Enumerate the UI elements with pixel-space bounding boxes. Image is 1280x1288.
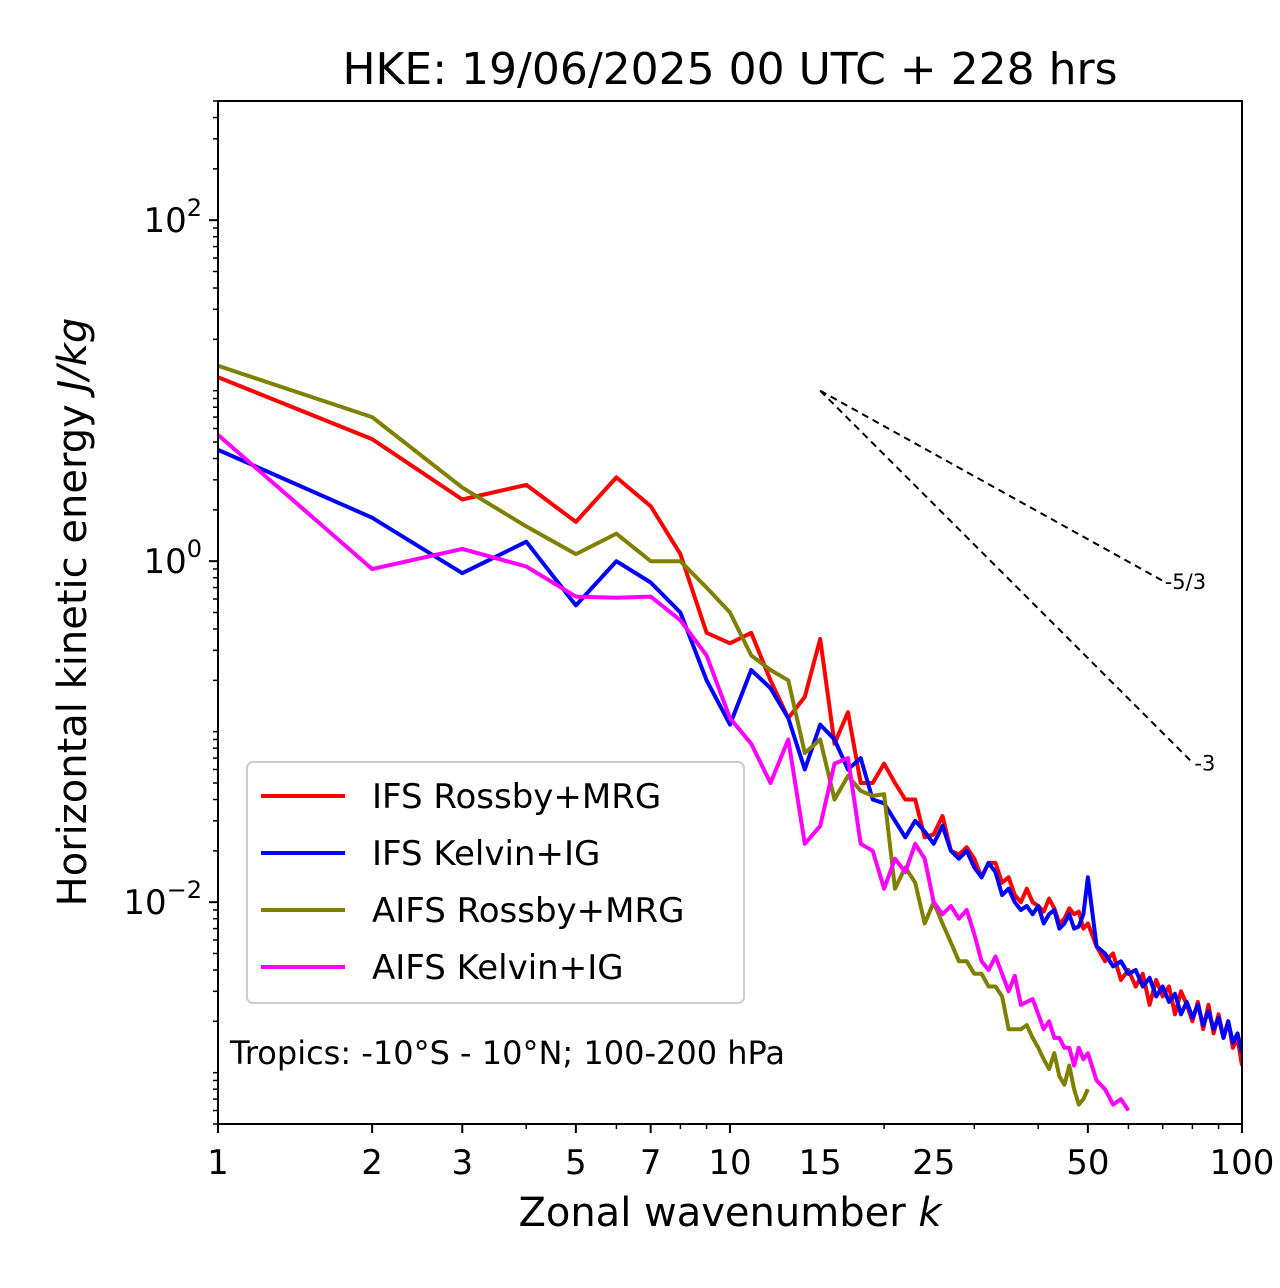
chart-title: HKE: 19/06/2025 00 UTC + 228 hrs <box>342 44 1117 95</box>
series-line-aifs-kelvin-ig <box>218 433 1131 1112</box>
x-axis-label-text: Zonal wavenumber <box>518 1190 906 1236</box>
series-line-aifs-rossby-mrg <box>218 363 1090 1107</box>
x-axis: 1 2 3 5 7 10 15 25 50 100 <box>207 1124 1274 1183</box>
slope-label: -3 <box>1194 752 1215 776</box>
legend-label: IFS Rossby+MRG <box>372 777 661 817</box>
y-axis-label-text: Horizontal kinetic energy <box>50 404 96 906</box>
x-tick-label: 50 <box>1066 1143 1109 1183</box>
slope-label: -5/3 <box>1165 570 1206 594</box>
slope-line <box>819 389 1194 764</box>
x-tick-label: 1 <box>207 1143 229 1183</box>
y-tick-label: 102 <box>143 194 202 241</box>
legend-label: AIFS Kelvin+IG <box>372 948 624 988</box>
y-axis-label: Horizontal kinetic energy J/kg <box>50 318 96 907</box>
legend-label: AIFS Rossby+MRG <box>372 891 684 931</box>
x-tick-label: 10 <box>708 1143 751 1183</box>
region-annotation: Tropics: -10°S - 10°N; 100-200 hPa <box>229 1034 785 1072</box>
series-layer <box>218 363 1242 1112</box>
x-tick-label: 100 <box>1210 1143 1275 1183</box>
x-axis-label-var: k <box>918 1190 943 1236</box>
x-axis-label: Zonal wavenumber k <box>518 1190 943 1236</box>
x-tick-label: 5 <box>565 1143 587 1183</box>
x-tick-label: 7 <box>640 1143 662 1183</box>
x-tick-label: 3 <box>451 1143 473 1183</box>
x-tick-label: 2 <box>361 1143 383 1183</box>
legend-label: IFS Kelvin+IG <box>372 834 600 874</box>
slope-reference-lines: -5/3 -3 <box>819 389 1215 776</box>
y-axis-label-unit: J/kg <box>50 318 96 399</box>
y-tick-label: 100 <box>143 535 202 582</box>
legend-box <box>246 761 745 1004</box>
series-line-ifs-kelvin-ig <box>218 447 1242 1054</box>
legend: IFS Rossby+MRG IFS Kelvin+IG AIFS Rossby+M… <box>246 761 745 1004</box>
x-tick-label: 25 <box>912 1143 955 1183</box>
slope-line <box>819 389 1164 582</box>
y-axis: 10−2 100 102 <box>123 100 218 1125</box>
y-tick-label: 10−2 <box>123 876 202 923</box>
x-tick-label: 15 <box>799 1143 842 1183</box>
plot-area: -5/3 -3 <box>217 100 1243 1125</box>
